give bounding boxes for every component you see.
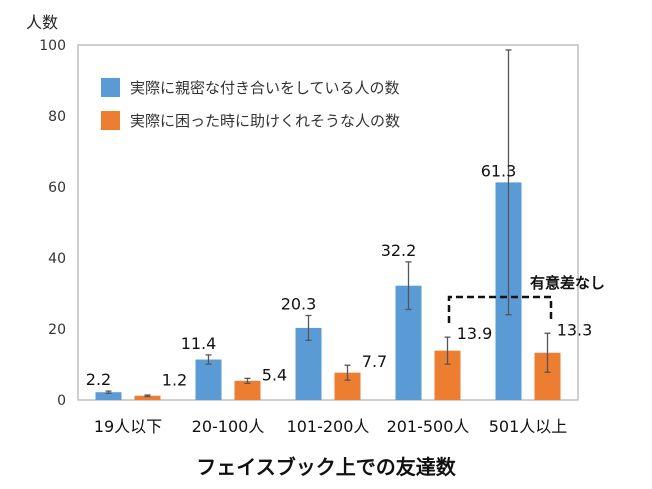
error-bar — [444, 336, 451, 365]
significance-bracket — [447, 295, 553, 323]
annotation: 有意差なし — [447, 274, 605, 323]
y-axis-label: 人数 — [26, 13, 58, 32]
error-bar — [305, 314, 312, 342]
legend-label: 実際に親密な付き合いをしている人の数 — [130, 79, 400, 97]
y-tick-label: 80 — [48, 109, 66, 125]
x-tick-label: 201-500人 — [387, 417, 470, 436]
x-axis-title: フェイスブック上での友達数 — [196, 455, 456, 479]
data-labels: 2.2 1.2 11.4 5.4 20.3 7.7 32.2 13.9 61.3 13.3 — [86, 161, 593, 389]
error-bar — [144, 394, 151, 398]
data-label: 11.4 — [181, 334, 217, 353]
y-tick-label: 0 — [57, 393, 66, 409]
error-bar — [105, 390, 112, 394]
error-bar — [505, 49, 512, 316]
axes: 0 20 40 60 80 100 19人以下 20-100人 101-200人 201-500人… — [39, 38, 579, 436]
bar-close-friends-0 — [95, 392, 122, 400]
data-label: 13.9 — [457, 324, 493, 343]
data-label: 2.2 — [86, 370, 111, 389]
legend-label: 実際に困った時に助けくれそうな人の数 — [130, 112, 400, 130]
y-tick-label: 100 — [39, 38, 66, 54]
y-tick-label: 40 — [48, 251, 66, 267]
error-bar — [544, 332, 551, 373]
plot-frame — [77, 44, 579, 401]
data-label: 61.3 — [481, 161, 517, 180]
legend-swatch — [101, 111, 120, 130]
x-tick-label: 501人以上 — [489, 417, 568, 436]
y-tick-label: 20 — [48, 322, 66, 338]
bar-helpers-0 — [134, 395, 161, 400]
data-label: 32.2 — [381, 241, 417, 260]
data-label: 13.3 — [557, 320, 593, 339]
data-label: 5.4 — [262, 365, 287, 384]
error-bars — [105, 49, 551, 398]
bars — [95, 182, 561, 400]
data-label: 7.7 — [362, 352, 387, 371]
x-tick-label: 20-100人 — [192, 417, 265, 436]
x-tick-label: 19人以下 — [94, 417, 162, 436]
y-tick-label: 60 — [48, 180, 66, 196]
data-label: 1.2 — [162, 371, 187, 390]
x-tick-label: 101-200人 — [287, 417, 370, 436]
error-bar — [205, 354, 212, 365]
annotation-label: 有意差なし — [530, 274, 605, 292]
legend-swatch — [101, 78, 120, 97]
bar-helpers-1 — [234, 380, 261, 400]
data-label: 20.3 — [281, 295, 317, 314]
error-bar — [244, 377, 251, 384]
bar-close-friends-1 — [195, 359, 222, 400]
error-bar — [405, 261, 412, 311]
error-bar — [344, 364, 351, 381]
